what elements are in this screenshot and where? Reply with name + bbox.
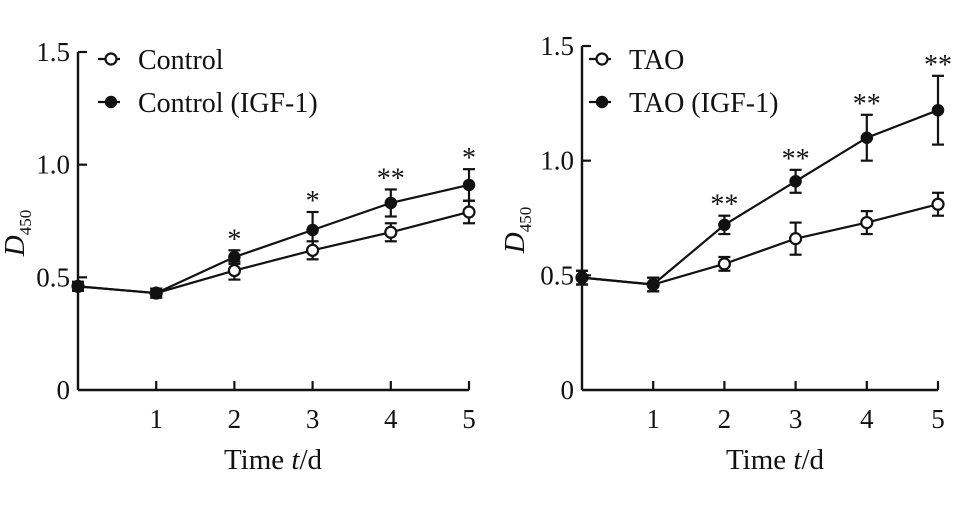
- x-axis-title-var: t: [793, 444, 802, 476]
- legend-label: TAO (IGF-1): [629, 88, 778, 119]
- legend-label: Control: [138, 45, 224, 76]
- significance-label: **: [853, 89, 881, 120]
- legend-marker: [595, 95, 609, 109]
- y-axis-title-sub: 450: [16, 210, 35, 236]
- data-point-filled: [462, 178, 476, 192]
- y-axis-title-main: D: [0, 235, 31, 257]
- x-tick-label: 4: [384, 404, 398, 434]
- data-point-filled: [646, 278, 660, 291]
- x-tick-label: 3: [306, 404, 320, 434]
- legend-label: TAO: [629, 45, 684, 76]
- x-tick-label: 5: [931, 404, 945, 434]
- x-axis-title-main: Time: [726, 444, 793, 476]
- data-point-filled: [384, 196, 398, 210]
- data-point-open: [462, 205, 476, 219]
- x-axis-title-unit: /d: [299, 444, 322, 476]
- y-axis-title: D450: [0, 210, 35, 257]
- y-tick-label: 0: [561, 375, 575, 405]
- data-point-filled: [71, 280, 85, 293]
- chart-panel-tao: 0 0.5 1.0 1.5 1 2 3 4 5 Time t/d D450 ** ** ** ** TAO TA…: [499, 31, 952, 476]
- x-tick-label: 3: [789, 404, 803, 434]
- x-axis-title: Time t/d: [726, 444, 825, 476]
- x-axis-title-main: Time: [224, 444, 291, 476]
- legend-marker: [595, 52, 609, 66]
- x-tick-label: 4: [860, 404, 874, 434]
- data-point-open: [306, 243, 320, 257]
- series-line-igf1: [77, 183, 470, 295]
- data-point-filled: [575, 271, 589, 284]
- data-point-open: [860, 215, 874, 230]
- significance-label: *: [306, 186, 320, 217]
- x-tick-label: 2: [228, 404, 242, 434]
- y-axis-title: D450: [499, 207, 535, 254]
- significance-label: *: [227, 224, 241, 255]
- significance-label: *: [462, 143, 476, 174]
- x-tick-label: 1: [646, 404, 660, 434]
- significance-label: **: [782, 144, 810, 175]
- data-point-filled: [931, 103, 945, 117]
- data-point-filled: [860, 131, 874, 144]
- y-axis-title-sub: 450: [516, 207, 535, 233]
- y-tick-label: 1.0: [540, 146, 574, 176]
- data-point-filled: [149, 286, 163, 300]
- x-axis-title-unit: /d: [801, 444, 824, 476]
- data-point-open: [717, 257, 732, 271]
- significance-label: **: [924, 50, 952, 81]
- data-point-open: [384, 225, 398, 239]
- data-point-open: [788, 232, 803, 246]
- series-line-base: [581, 203, 939, 286]
- data-point-filled: [789, 175, 802, 188]
- legend-label: Control (IGF-1): [138, 88, 318, 119]
- y-tick-label: 1.5: [540, 31, 574, 61]
- data-point-filled: [228, 250, 241, 264]
- y-tick-label: 0.5: [540, 260, 574, 290]
- y-tick-label: 0: [57, 375, 71, 405]
- data-point-open: [227, 263, 241, 278]
- y-tick-label: 0.5: [36, 262, 70, 292]
- significance-label: **: [377, 163, 405, 194]
- legend-marker: [104, 95, 118, 109]
- y-axis-title-main: D: [499, 232, 531, 254]
- x-tick-label: 1: [149, 404, 163, 434]
- y-tick-label: 1.5: [36, 37, 70, 67]
- x-tick-label: 5: [462, 404, 476, 434]
- x-axis-title: Time t/d: [224, 444, 323, 476]
- significance-label: **: [710, 190, 738, 221]
- data-point-open: [931, 197, 945, 211]
- y-tick-label: 1.0: [36, 150, 70, 180]
- legend-marker: [104, 52, 118, 66]
- x-tick-label: 2: [718, 404, 732, 434]
- data-point-filled: [306, 223, 319, 237]
- data-point-filled: [718, 218, 731, 232]
- series-line-igf1: [581, 109, 939, 286]
- series-line-base: [77, 210, 470, 295]
- x-axis-title-var: t: [291, 444, 300, 476]
